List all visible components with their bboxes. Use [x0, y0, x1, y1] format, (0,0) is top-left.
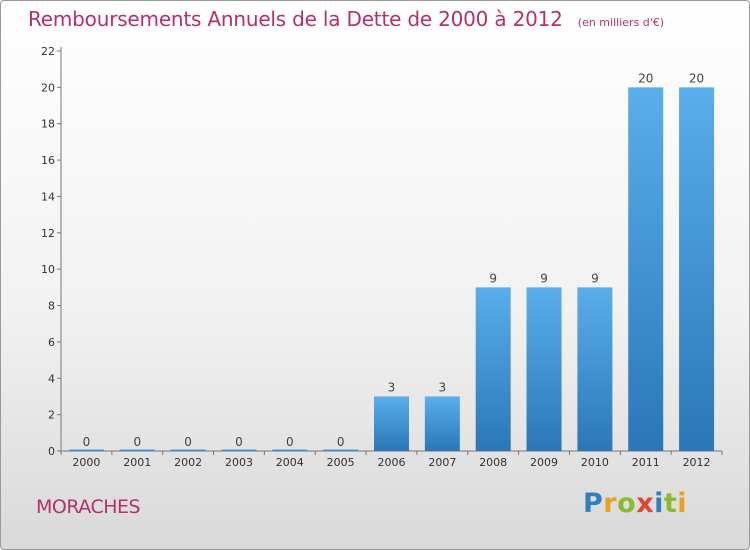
bar-2003 [221, 449, 257, 451]
logo-letter-o: o [617, 488, 637, 519]
y-tick-label: 10 [41, 263, 55, 276]
bar-2008 [475, 287, 511, 451]
y-tick-label: 22 [41, 45, 55, 58]
value-label-2011: 20 [638, 71, 653, 85]
y-tick-label: 8 [48, 300, 55, 313]
x-tick-label-2012: 2012 [683, 456, 711, 469]
logo-letter-i2: i [677, 488, 688, 519]
x-tick-label-2003: 2003 [225, 456, 253, 469]
value-label-2000: 0 [83, 435, 91, 449]
chart-subtitle: (en milliers d'€) [577, 16, 665, 29]
y-tick-label: 0 [48, 445, 55, 458]
value-label-2004: 0 [286, 435, 294, 449]
bar-2004 [272, 449, 308, 451]
value-label-2006: 3 [388, 380, 396, 394]
value-label-2010: 9 [591, 271, 599, 285]
x-tick-label-2004: 2004 [276, 456, 304, 469]
chart-axes: 0 2 4 6 8 10 12 14 16 18 20 22 [41, 45, 723, 458]
y-tick-label: 14 [41, 190, 55, 203]
chart-bars [68, 87, 715, 451]
x-tick-label-2006: 2006 [378, 456, 406, 469]
logo-letter-i: i [654, 488, 664, 519]
value-label-2003: 0 [235, 435, 243, 449]
bar-2007 [424, 396, 460, 451]
x-tick-label-2002: 2002 [174, 456, 202, 469]
bar-2009 [526, 287, 562, 451]
x-tick-label-2007: 2007 [428, 456, 456, 469]
y-tick-label: 20 [41, 81, 55, 94]
logo-letter-x: x [636, 488, 655, 519]
bar-2010 [577, 287, 613, 451]
x-tick-label-2011: 2011 [632, 456, 660, 469]
logo-letter-r: r [603, 488, 618, 519]
bar-2005 [323, 449, 359, 451]
logo-letter-p: P [583, 488, 604, 519]
value-label-2008: 9 [489, 271, 497, 285]
value-label-2012: 20 [689, 71, 704, 85]
value-label-2001: 0 [133, 435, 141, 449]
bar-2002 [170, 449, 206, 451]
x-tick-label-2000: 2000 [72, 456, 100, 469]
chart-labels: 2000020010200202003020040200502006320073… [72, 71, 710, 469]
chart-title-block: Remboursements Annuels de la Dette de 20… [28, 7, 664, 31]
commune-name: MORACHES [36, 496, 141, 518]
y-tick-label: 16 [41, 154, 55, 167]
y-tick-label: 12 [41, 227, 55, 240]
value-label-2007: 3 [439, 380, 447, 394]
bar-2001 [119, 449, 155, 451]
x-tick-label-2009: 2009 [530, 456, 558, 469]
x-tick-label-2008: 2008 [479, 456, 507, 469]
proxiti-logo: Proxiti [583, 488, 687, 519]
x-tick-label-2010: 2010 [581, 456, 609, 469]
value-label-2002: 0 [184, 435, 192, 449]
bar-2011 [628, 87, 664, 451]
x-tick-label-2001: 2001 [123, 456, 151, 469]
y-tick-label: 6 [48, 336, 55, 349]
bar-2006 [374, 396, 409, 451]
x-tick-label-2005: 2005 [327, 456, 355, 469]
y-tick-label: 2 [48, 409, 55, 422]
value-label-2009: 9 [540, 271, 548, 285]
bar-2000 [68, 449, 104, 451]
value-label-2005: 0 [337, 435, 345, 449]
bar-2012 [679, 87, 715, 451]
y-tick-label: 4 [48, 372, 55, 385]
logo-letter-t: t [663, 488, 678, 519]
y-tick-label: 18 [41, 118, 55, 131]
chart-title: Remboursements Annuels de la Dette de 20… [28, 7, 563, 31]
